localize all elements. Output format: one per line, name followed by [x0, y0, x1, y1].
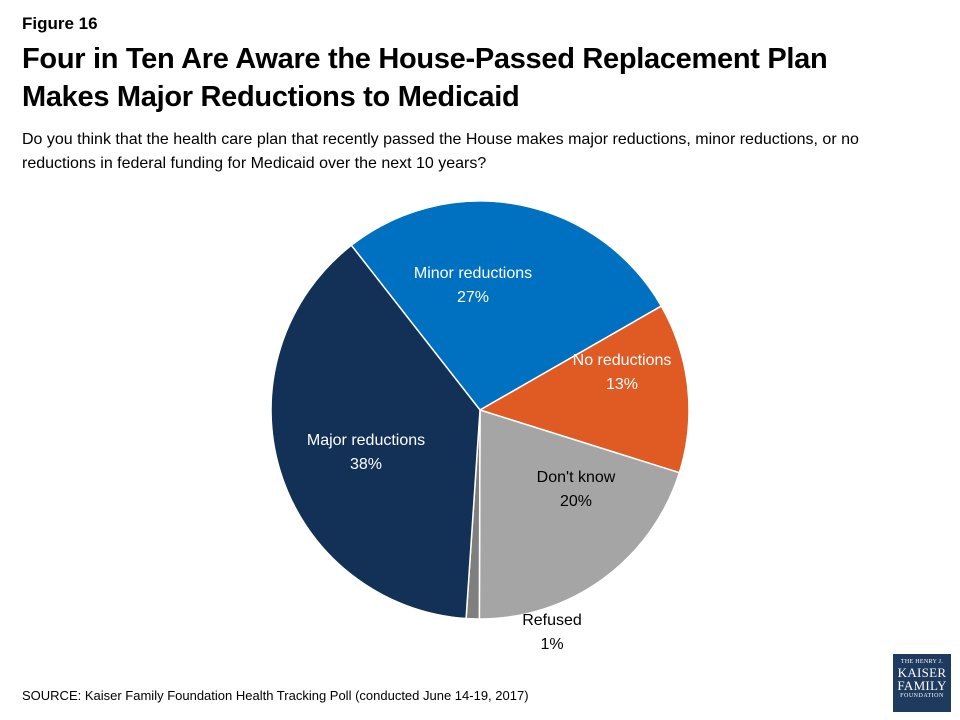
slice-value-refused: 1% — [540, 636, 563, 653]
pie-outline — [270, 200, 690, 620]
slice-label-minor-reductions: Minor reductions — [414, 265, 532, 282]
logo-line-4: FOUNDATION — [900, 693, 944, 699]
slice-label-refused: Refused — [522, 612, 582, 629]
chart-title: Four in Ten Are Aware the House-Passed R… — [22, 43, 828, 113]
figure-label: Figure 16 — [22, 14, 98, 33]
slice-value-don-t-know: 20% — [560, 493, 592, 510]
source-note: SOURCE: Kaiser Family Foundation Health … — [22, 688, 529, 703]
logo-line-1: THE HENRY J. — [900, 659, 944, 665]
kff-logo: THE HENRY J. KAISER FAMILY FOUNDATION — [893, 654, 951, 712]
slice-value-minor-reductions: 27% — [457, 289, 489, 306]
chart-subtitle: Do you think that the health care plan t… — [22, 131, 859, 172]
logo-line-2: KAISER — [897, 665, 947, 680]
slice-label-no-reductions: No reductions — [573, 352, 672, 369]
slice-value-major-reductions: 38% — [350, 456, 382, 473]
slice-label-don-t-know: Don't know — [537, 469, 616, 486]
slice-value-no-reductions: 13% — [606, 376, 638, 393]
slice-label-major-reductions: Major reductions — [307, 432, 425, 449]
logo-line-3: FAMILY — [897, 678, 947, 693]
